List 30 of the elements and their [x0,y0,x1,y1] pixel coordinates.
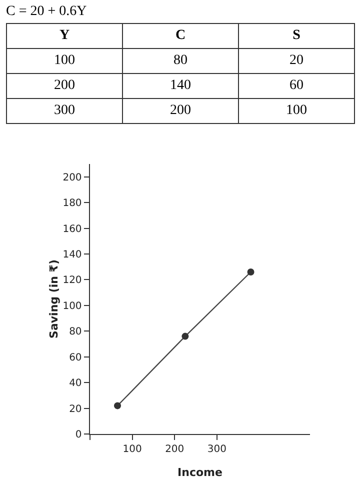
x-tick-label: 100 [122,444,142,456]
text: 200 [122,98,238,124]
text: 20 [238,48,354,74]
x-axis-title: Income [178,466,222,479]
y-tick-label: 200 [62,172,82,184]
category-label: S [292,28,300,43]
y-tick-label: 80 [69,326,82,338]
y-tick-label: 180 [62,198,82,210]
x-tick-label: 200 [165,444,184,456]
y-tick-label: 120 [62,275,82,286]
text: 60 [238,74,354,98]
y-tick-label: 100 [62,300,82,312]
y-tick-label: 60 [69,352,82,364]
y-tick-label: 40 [69,378,82,390]
text: 300 [6,98,122,124]
y-tick-label: 0 [75,430,82,440]
category-label: C [175,28,186,43]
text: C = 20 + 0.6Y [6,4,88,20]
y-tick-label: 160 [62,224,82,235]
text: 100 [238,98,354,124]
y-tick-label: 20 [69,404,82,415]
text: 140 [122,74,238,98]
text: 80 [122,48,238,74]
y-tick-label: 140 [62,250,82,260]
point [182,332,189,340]
point [247,268,254,276]
x-tick-label: 300 [207,444,226,456]
y-axis-title: Saving (in ₹) [48,260,61,338]
category-label: Y [59,28,70,43]
point [114,402,121,410]
